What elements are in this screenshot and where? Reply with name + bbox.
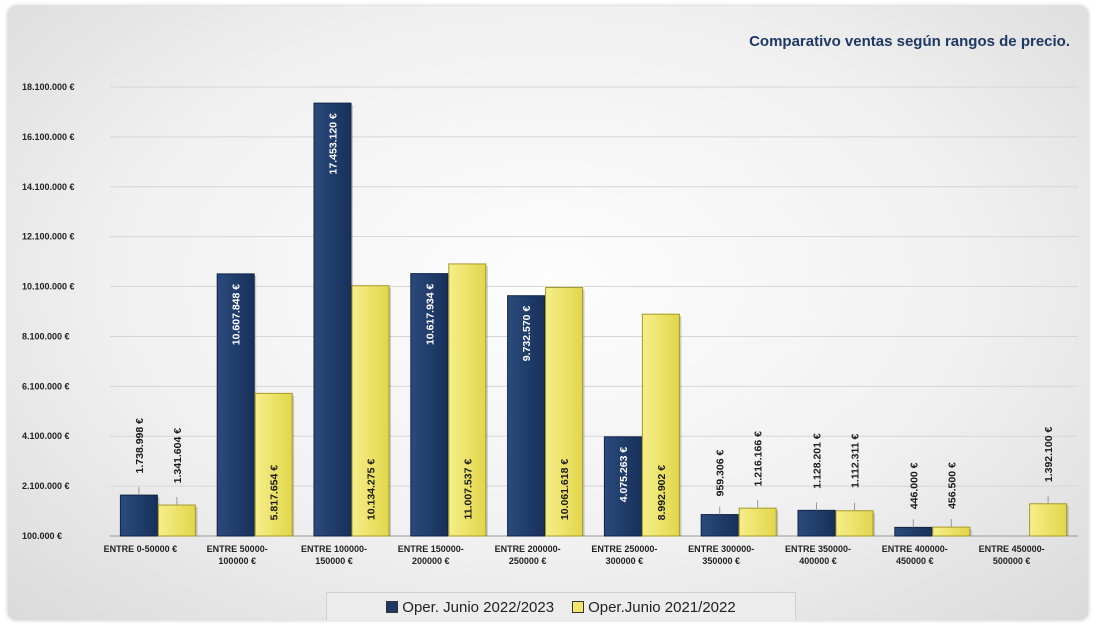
bar-series-1 — [410, 273, 449, 537]
bar-series-2 — [545, 287, 584, 537]
x-tick-label: 200000 € — [412, 556, 450, 566]
x-tick-label: ENTRE 100000- — [301, 544, 367, 554]
x-tick-label: ENTRE 50000- — [207, 544, 268, 554]
data-label: 17.453.120 € — [328, 113, 340, 174]
bar-series-2 — [351, 285, 390, 537]
x-tick-label: 300000 € — [606, 556, 644, 566]
y-tick-label: 10.100.000 € — [22, 282, 75, 292]
chart-title: Comparativo ventas según rangos de preci… — [749, 33, 1070, 50]
x-tick-label: ENTRE 150000- — [398, 544, 464, 554]
x-tick-label: 450000 € — [896, 556, 934, 566]
x-tick-label: ENTRE 350000- — [785, 544, 851, 554]
chart-frame: 100.000 € 2.100.000 € 4.100.000 € 6.100.000… — [8, 6, 1088, 620]
bar-series-1 — [313, 102, 352, 537]
data-label: 4.075.263 € — [618, 447, 630, 503]
x-tick-label: 400000 € — [799, 556, 837, 566]
legend-label-series-1: Oper. Junio 2022/2023 — [402, 598, 555, 616]
data-label: 446.000 € — [908, 462, 920, 509]
legend-item-series-1: Oper. Junio 2022/2023 — [386, 599, 554, 616]
bar-series-2 — [254, 392, 293, 537]
y-tick-label: 12.100.000 € — [22, 232, 75, 242]
x-tick-label: 250000 € — [509, 556, 547, 566]
bar-series-2 — [641, 313, 680, 537]
data-label: 10.134.275 € — [366, 459, 378, 520]
legend-swatch-series-1 — [386, 601, 399, 613]
y-tick-label: 16.100.000 € — [22, 132, 75, 142]
legend-swatch-series-2 — [572, 601, 585, 613]
data-label: 1.738.998 € — [134, 418, 146, 474]
y-tick-label: 2.100.000 € — [22, 481, 70, 491]
bar-series-2 — [835, 510, 874, 537]
data-label: 10.617.934 € — [424, 283, 436, 344]
x-tick-label: 350000 € — [702, 556, 740, 566]
bar-series-2 — [738, 507, 777, 537]
bar-series-1 — [507, 295, 546, 537]
data-label: 959.306 € — [715, 450, 727, 497]
chart-legend: Oper. Junio 2022/2023 Oper.Junio 2021/20… — [326, 592, 796, 620]
data-label: 1.216.166 € — [753, 431, 765, 487]
x-tick-label: 150000 € — [315, 556, 353, 566]
bar-series-2 — [448, 263, 487, 537]
data-label: 5.817.654 € — [269, 465, 281, 521]
x-tick-label: ENTRE 400000- — [882, 544, 948, 554]
bar-series-1 — [894, 526, 933, 537]
data-label: 9.732.570 € — [521, 306, 533, 362]
y-tick-label: 8.100.000 € — [22, 331, 70, 341]
bar-series-1 — [216, 273, 255, 537]
legend-label-series-2: Oper.Junio 2021/2022 — [588, 598, 736, 616]
y-tick-label: 4.100.000 € — [22, 431, 70, 441]
x-tick-label: 500000 € — [993, 556, 1031, 566]
chart-plot: 100.000 € 2.100.000 € 4.100.000 € 6.100.000… — [22, 82, 1078, 566]
data-label: 1.128.201 € — [812, 433, 824, 489]
bar-series-2 — [932, 526, 971, 537]
y-tick-label: 18.100.000 € — [22, 82, 75, 92]
y-tick-label: 100.000 € — [22, 531, 62, 541]
bar-series-1 — [700, 514, 739, 537]
bar-series-1 — [603, 436, 642, 537]
x-tick-label: ENTRE 450000- — [979, 544, 1045, 554]
data-label: 8.992.902 € — [656, 465, 668, 521]
data-label: 10.061.618 € — [559, 459, 571, 520]
y-tick-label: 14.100.000 € — [22, 182, 75, 192]
data-label: 1.341.604 € — [172, 428, 184, 484]
bar-series-1 — [119, 494, 158, 537]
bar-series-2 — [157, 504, 196, 537]
data-label: 11.007.537 € — [462, 459, 474, 520]
legend-item-series-2: Oper.Junio 2021/2022 — [572, 599, 736, 616]
data-label: 456.500 € — [946, 462, 958, 509]
x-tick-label: ENTRE 0-50000 € — [104, 544, 178, 554]
data-label: 10.607.848 € — [231, 284, 243, 345]
data-label: 1.392.100 € — [1043, 427, 1055, 483]
x-tick-label: ENTRE 200000- — [495, 544, 561, 554]
x-tick-label: 100000 € — [218, 556, 256, 566]
x-tick-label: ENTRE 250000- — [591, 544, 657, 554]
x-tick-label: ENTRE 300000- — [688, 544, 754, 554]
bar-series-1 — [797, 509, 836, 537]
y-tick-label: 6.100.000 € — [22, 381, 70, 391]
bar-series-2 — [1029, 503, 1068, 537]
data-label: 1.112.311 € — [850, 433, 862, 487]
